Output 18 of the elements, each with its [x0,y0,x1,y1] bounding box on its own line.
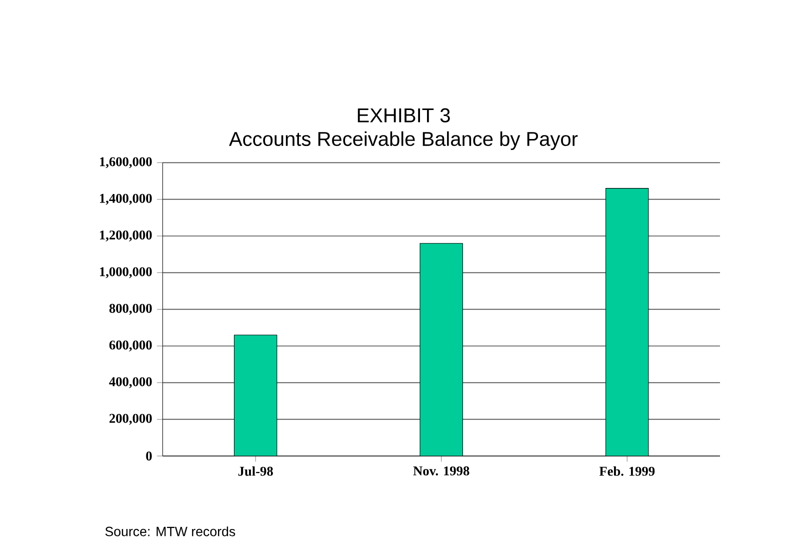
chart-subtitle: Accounts Receivable Balance by Payor [229,131,578,150]
y-tick-label: 1,200,000 [100,230,152,242]
y-tick-label: 600,000 [109,340,152,352]
y-tick-label: 1,600,000 [100,157,152,168]
y-tick-label: 200,000 [110,414,152,425]
y-tick-label: 400,000 [109,377,152,388]
x-tick-label: Jul-98 [238,466,273,476]
y-tick-label: 1,000,000 [100,267,152,278]
bar [420,243,463,456]
bar [234,335,277,456]
source-note: Source: MTW records [105,526,236,536]
y-tick-label: 0 [146,452,152,460]
x-tick-label: Nov. 1998 [413,466,470,476]
chart-title: EXHIBIT 3 [358,108,450,122]
y-tick-label: 800,000 [109,304,152,315]
bar [606,188,649,456]
x-tick-label: Feb. 1999 [599,466,655,476]
y-tick-label: 1,400,000 [100,194,152,205]
